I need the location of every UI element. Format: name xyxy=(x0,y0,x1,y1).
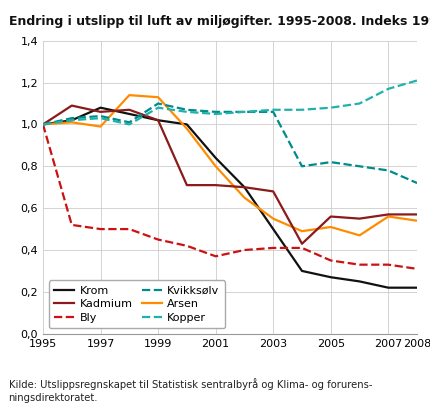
Kadmium xyxy=(386,212,391,217)
Kvikksølv xyxy=(328,160,333,164)
Bly xyxy=(299,245,304,250)
Kvikksølv xyxy=(386,168,391,173)
Bly xyxy=(69,223,74,228)
Krom xyxy=(242,185,247,190)
Bly xyxy=(242,247,247,252)
Kopper xyxy=(98,116,103,120)
Kvikksølv xyxy=(40,122,46,127)
Krom xyxy=(415,285,420,290)
Kadmium xyxy=(415,212,420,217)
Arsen xyxy=(357,233,362,238)
Kopper xyxy=(415,78,420,83)
Arsen xyxy=(213,164,218,169)
Arsen xyxy=(184,126,190,131)
Bly xyxy=(127,227,132,232)
Krom xyxy=(213,155,218,160)
Bly xyxy=(156,237,161,242)
Kopper xyxy=(127,122,132,127)
Text: Endring i utslipp til luft av miljøgifter. 1995-2008. Indeks 1995=1: Endring i utslipp til luft av miljøgifte… xyxy=(9,15,430,28)
Bly xyxy=(328,258,333,263)
Krom xyxy=(386,285,391,290)
Arsen xyxy=(270,216,276,221)
Line: Bly: Bly xyxy=(43,125,417,269)
Bly xyxy=(386,262,391,267)
Krom xyxy=(69,118,74,123)
Bly xyxy=(40,122,46,127)
Kadmium xyxy=(270,189,276,194)
Krom xyxy=(357,279,362,284)
Krom xyxy=(270,227,276,232)
Arsen xyxy=(127,93,132,98)
Kopper xyxy=(357,101,362,106)
Kopper xyxy=(69,118,74,123)
Krom xyxy=(156,118,161,123)
Kadmium xyxy=(242,185,247,190)
Arsen xyxy=(69,120,74,125)
Line: Arsen: Arsen xyxy=(43,95,417,235)
Arsen xyxy=(299,229,304,234)
Arsen xyxy=(242,195,247,200)
Line: Kadmium: Kadmium xyxy=(43,105,417,244)
Line: Kvikksølv: Kvikksølv xyxy=(43,103,417,183)
Kopper xyxy=(299,107,304,112)
Legend: Krom, Kadmium, Bly, Kvikksølv, Arsen, Kopper: Krom, Kadmium, Bly, Kvikksølv, Arsen, Ko… xyxy=(49,280,225,328)
Kvikksølv xyxy=(184,107,190,112)
Kvikksølv xyxy=(127,120,132,125)
Kvikksølv xyxy=(156,101,161,106)
Krom xyxy=(299,269,304,274)
Kvikksølv xyxy=(415,181,420,186)
Kvikksølv xyxy=(270,109,276,114)
Kopper xyxy=(242,109,247,114)
Bly xyxy=(415,267,420,271)
Kvikksølv xyxy=(357,164,362,169)
Kadmium xyxy=(98,109,103,114)
Kopper xyxy=(184,109,190,114)
Kvikksølv xyxy=(213,109,218,114)
Kadmium xyxy=(184,183,190,188)
Krom xyxy=(40,122,46,127)
Krom xyxy=(328,275,333,280)
Kvikksølv xyxy=(98,114,103,118)
Kvikksølv xyxy=(69,116,74,120)
Kvikksølv xyxy=(242,109,247,114)
Krom xyxy=(184,122,190,127)
Text: Kilde: Utslippsregnskapet til Statistisk sentralbyrå og Klima- og forurens-
ning: Kilde: Utslippsregnskapet til Statistisk… xyxy=(9,378,372,403)
Arsen xyxy=(40,122,46,127)
Kadmium xyxy=(40,122,46,127)
Kadmium xyxy=(328,214,333,219)
Line: Krom: Krom xyxy=(43,108,417,288)
Krom xyxy=(98,105,103,110)
Kopper xyxy=(213,112,218,116)
Kadmium xyxy=(299,241,304,246)
Kopper xyxy=(156,105,161,110)
Krom xyxy=(127,112,132,116)
Kopper xyxy=(328,105,333,110)
Kadmium xyxy=(213,183,218,188)
Bly xyxy=(98,227,103,232)
Kvikksølv xyxy=(299,164,304,169)
Kopper xyxy=(270,107,276,112)
Bly xyxy=(270,245,276,250)
Kopper xyxy=(40,122,46,127)
Arsen xyxy=(328,225,333,230)
Arsen xyxy=(156,95,161,100)
Kadmium xyxy=(69,103,74,108)
Bly xyxy=(213,254,218,259)
Arsen xyxy=(386,214,391,219)
Kopper xyxy=(386,86,391,91)
Arsen xyxy=(98,124,103,129)
Arsen xyxy=(415,218,420,223)
Bly xyxy=(184,243,190,248)
Line: Kopper: Kopper xyxy=(43,81,417,125)
Kadmium xyxy=(357,216,362,221)
Kadmium xyxy=(127,107,132,112)
Bly xyxy=(357,262,362,267)
Kadmium xyxy=(156,118,161,123)
